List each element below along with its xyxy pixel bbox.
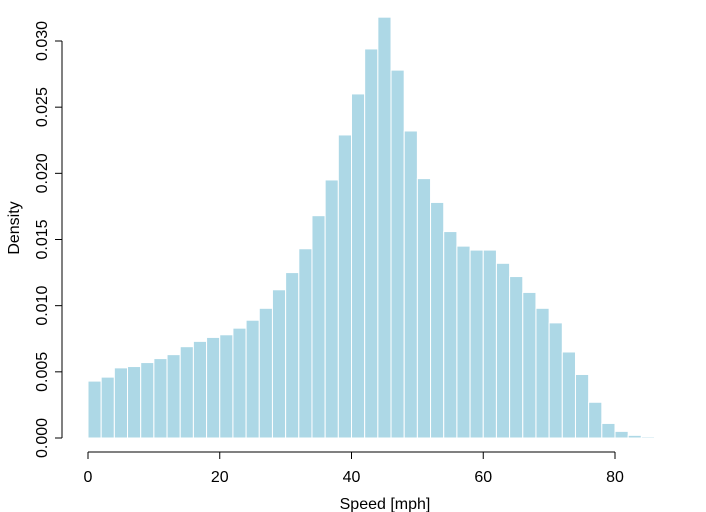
y-tick-label: 0.000: [34, 418, 51, 458]
histogram-bar: [311, 215, 326, 439]
histogram-bar: [614, 430, 629, 439]
histogram-bar: [192, 340, 208, 439]
histogram-bar: [430, 201, 445, 439]
histogram-bar: [206, 336, 221, 439]
histogram-bar: [574, 373, 590, 439]
histogram-bar: [535, 307, 550, 439]
y-axis-title: Density: [6, 201, 23, 254]
histogram-bar: [377, 16, 392, 439]
histogram-bar: [561, 351, 576, 439]
histogram-bar: [337, 134, 353, 439]
y-axis: 0.000 0.005 0.010 0.015 0.020 0.025 0.030: [34, 21, 63, 458]
histogram-bar: [324, 179, 339, 439]
histogram-bar: [469, 249, 484, 439]
histogram-bar: [219, 334, 234, 439]
histogram-bar: [640, 436, 656, 439]
y-tick-label: 0.005: [34, 352, 51, 392]
histogram-bar: [456, 245, 471, 439]
histogram-bar: [364, 48, 379, 439]
histogram-bar: [153, 358, 168, 439]
bars-group: [87, 16, 656, 439]
histogram-bar: [627, 434, 642, 439]
y-tick-label: 0.020: [34, 153, 51, 193]
histogram-bar: [113, 367, 129, 439]
histogram-bar: [298, 248, 313, 439]
histogram-bar: [522, 291, 537, 439]
histogram-bar: [351, 93, 366, 439]
histogram-bar: [140, 362, 155, 439]
histogram-bar: [443, 231, 458, 439]
histogram-bar: [588, 401, 603, 439]
histogram-bar: [390, 69, 405, 439]
histogram-bar: [416, 178, 432, 439]
y-tick-label: 0.025: [34, 87, 51, 127]
histogram-bar: [232, 327, 247, 439]
histogram-bar: [87, 380, 102, 439]
histogram-bar: [271, 289, 287, 439]
x-tick-label: 20: [211, 469, 229, 486]
x-axis-title: Speed [mph]: [340, 496, 431, 512]
x-tick-label: 40: [343, 469, 361, 486]
x-axis: 0 20 40 60 80: [84, 451, 624, 486]
histogram-bar: [285, 272, 300, 439]
histogram-bar: [482, 249, 497, 439]
histogram-bar: [548, 322, 563, 439]
histogram-bar: [179, 346, 194, 439]
y-tick-label: 0.030: [34, 21, 51, 61]
histogram-bar: [495, 262, 511, 439]
histogram-bar: [127, 366, 142, 439]
x-tick-label: 80: [606, 469, 624, 486]
y-tick-label: 0.010: [34, 286, 51, 326]
histogram-bar: [245, 319, 260, 439]
histogram-bar: [403, 130, 418, 439]
x-tick-label: 0: [84, 469, 93, 486]
histogram-bar: [509, 276, 524, 439]
x-tick-label: 60: [474, 469, 492, 486]
histogram-bar: [166, 354, 181, 439]
histogram-bar: [601, 422, 616, 439]
histogram-bar: [258, 307, 273, 439]
y-tick-label: 0.015: [34, 219, 51, 259]
histogram-bar: [100, 376, 115, 439]
